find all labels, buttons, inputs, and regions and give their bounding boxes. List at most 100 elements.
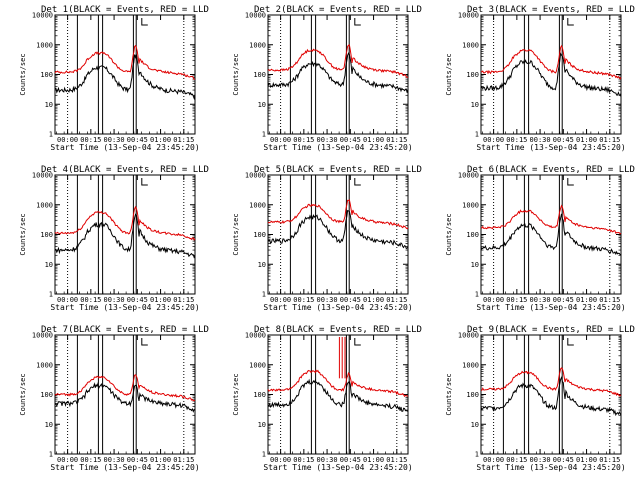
x-tick-label: 01:00: [576, 456, 597, 464]
y-tick-label: 1000: [36, 201, 53, 209]
x-tick-label: 00:45: [340, 296, 361, 304]
x-tick-label: 01:15: [599, 456, 620, 464]
events-series-line: [480, 213, 622, 256]
y-tick-label: 1: [475, 291, 479, 299]
panel-title: Det 4(BLACK = Events, RED = LLD: [41, 165, 209, 175]
y-tick-label: 100: [40, 231, 53, 239]
x-tick-label: 01:00: [150, 296, 171, 304]
panel-title: Det 9(BLACK = Events, RED = LLD: [467, 325, 635, 335]
events-series-line: [54, 213, 196, 259]
lld-series-line: [480, 44, 622, 80]
plot-frame: [480, 334, 622, 455]
y-axis-title: Counts/sec: [19, 213, 27, 255]
panel-title: Det 7(BLACK = Events, RED = LLD: [41, 325, 209, 335]
x-axis-title: Start Time (13-Sep-04 23:45:20): [476, 463, 625, 472]
y-tick-label: 1: [262, 451, 266, 459]
y-tick-label: 10: [471, 101, 479, 109]
lld-series-line: [267, 369, 409, 398]
y-tick-label: 100: [40, 71, 53, 79]
y-tick-label: 1000: [249, 201, 266, 209]
x-tick-label: 01:15: [386, 136, 407, 144]
x-axis-title: Start Time (13-Sep-04 23:45:20): [476, 143, 625, 152]
x-tick-label: 00:00: [270, 456, 291, 464]
attenuator-marker: [141, 338, 148, 346]
x-tick-label: 00:15: [506, 456, 527, 464]
x-axis-title: Start Time (13-Sep-04 23:45:20): [263, 463, 412, 472]
y-tick-label: 10: [258, 421, 266, 429]
panel-det-4: Det 4(BLACK = Events, RED = LLD 1 10 100 100…: [19, 165, 209, 312]
x-tick-label: 00:30: [104, 136, 125, 144]
y-tick-label: 1: [262, 291, 266, 299]
x-tick-label: 01:00: [363, 456, 384, 464]
x-tick-label: 00:45: [127, 456, 148, 464]
y-tick-label: 1: [49, 131, 53, 139]
x-tick-label: 00:15: [80, 456, 101, 464]
x-tick-label: 00:15: [293, 296, 314, 304]
x-tick-label: 00:15: [293, 136, 314, 144]
x-tick-label: 00:30: [530, 456, 551, 464]
y-tick-label: 100: [40, 391, 53, 399]
attenuator-marker: [141, 18, 148, 26]
events-series-line: [480, 51, 622, 97]
x-tick-label: 00:00: [57, 456, 78, 464]
x-tick-label: 00:00: [57, 296, 78, 304]
y-tick-label: 100: [253, 391, 266, 399]
x-tick-label: 00:00: [483, 136, 504, 144]
x-axis-title: Start Time (13-Sep-04 23:45:20): [476, 303, 625, 312]
y-tick-label: 1000: [249, 361, 266, 369]
attenuator-marker: [354, 338, 361, 346]
y-tick-label: 10: [45, 421, 53, 429]
x-tick-label: 01:15: [173, 136, 194, 144]
x-tick-label: 00:45: [127, 296, 148, 304]
panel-title: Det 8(BLACK = Events, RED = LLD: [254, 325, 422, 335]
plot-frame: [267, 334, 409, 455]
x-axis-title: Start Time (13-Sep-04 23:45:20): [50, 143, 199, 152]
x-tick-label: 00:15: [293, 456, 314, 464]
x-tick-label: 01:15: [386, 456, 407, 464]
x-tick-label: 00:45: [127, 136, 148, 144]
x-tick-label: 01:15: [599, 136, 620, 144]
panel-title: Det 2(BLACK = Events, RED = LLD: [254, 5, 422, 15]
plot-frame: [267, 14, 409, 135]
y-axis-title: Counts/sec: [232, 373, 240, 415]
x-tick-label: 00:00: [270, 136, 291, 144]
y-tick-label: 100: [466, 71, 479, 79]
x-tick-label: 00:15: [506, 296, 527, 304]
y-tick-label: 10000: [32, 172, 53, 180]
y-tick-label: 10: [258, 101, 266, 109]
events-series-line: [267, 209, 409, 250]
attenuator-marker: [567, 338, 574, 346]
y-tick-label: 10000: [458, 172, 479, 180]
x-tick-label: 00:30: [104, 456, 125, 464]
panel-det-6: Det 6(BLACK = Events, RED = LLD 1 10 100 100…: [445, 165, 635, 312]
panel-title: Det 3(BLACK = Events, RED = LLD: [467, 5, 635, 15]
y-tick-label: 100: [466, 231, 479, 239]
x-tick-label: 00:30: [530, 296, 551, 304]
x-tick-label: 00:00: [483, 296, 504, 304]
y-tick-label: 10000: [245, 12, 266, 20]
x-tick-label: 01:00: [150, 456, 171, 464]
panel-det-1: Det 1(BLACK = Events, RED = LLD 1 10 100 100…: [19, 5, 209, 152]
y-tick-label: 10: [258, 261, 266, 269]
y-axis-title: Counts/sec: [232, 53, 240, 95]
events-series-line: [54, 381, 196, 413]
y-tick-label: 10: [45, 261, 53, 269]
panel-det-7: Det 7(BLACK = Events, RED = LLD 1 10 100 100…: [19, 325, 209, 472]
y-tick-label: 1: [262, 131, 266, 139]
plot-frame: [267, 174, 409, 295]
lld-series-line: [481, 367, 622, 397]
x-tick-label: 00:15: [506, 136, 527, 144]
y-axis-title: Counts/sec: [445, 53, 453, 95]
y-tick-label: 100: [466, 391, 479, 399]
y-axis-title: Counts/sec: [445, 213, 453, 255]
panel-det-8: Det 8(BLACK = Events, RED = LLD 1 10 100 100…: [232, 325, 422, 472]
y-axis-title: Counts/sec: [232, 213, 240, 255]
x-tick-label: 00:30: [317, 456, 338, 464]
x-tick-label: 00:30: [104, 296, 125, 304]
y-tick-label: 10000: [32, 332, 53, 340]
y-tick-label: 1000: [249, 41, 266, 49]
attenuator-marker: [354, 18, 361, 26]
x-axis-title: Start Time (13-Sep-04 23:45:20): [50, 303, 199, 312]
x-tick-label: 00:45: [553, 136, 574, 144]
